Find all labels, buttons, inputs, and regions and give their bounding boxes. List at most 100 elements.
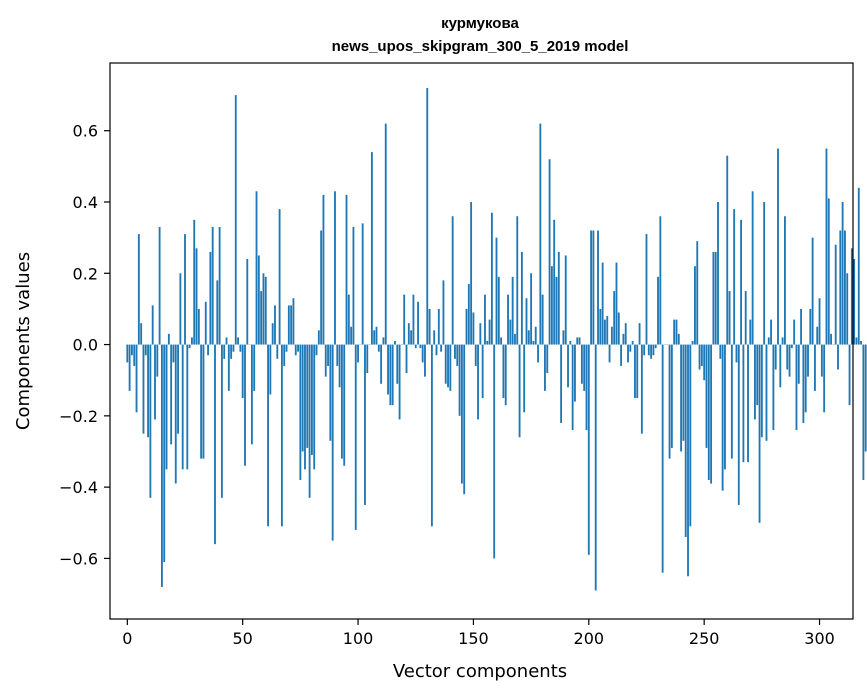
bar-157 [488, 319, 491, 345]
bar-135 [437, 308, 440, 345]
bar-97 [350, 326, 353, 345]
bar-287 [788, 344, 791, 377]
bar-72 [292, 298, 295, 345]
bar-series [126, 87, 867, 591]
bar-3 [133, 344, 136, 366]
bar-8 [144, 344, 147, 356]
bar-144 [458, 344, 461, 416]
bar-118 [398, 344, 401, 420]
bar-51 [244, 344, 246, 466]
bar-26 [186, 344, 189, 470]
bar-192 [569, 341, 572, 345]
bar-180 [541, 294, 544, 345]
bar-10 [149, 344, 152, 498]
bar-206 [601, 262, 604, 345]
bar-280 [772, 344, 775, 431]
bar-179 [539, 123, 542, 345]
bar-11 [151, 305, 154, 345]
bar-113 [387, 344, 389, 395]
bar-82 [315, 344, 318, 356]
bar-68 [283, 344, 286, 366]
bar-152 [477, 344, 479, 420]
bar-279 [770, 319, 773, 345]
bar-65 [276, 344, 279, 359]
bar-129 [424, 344, 426, 377]
bar-254 [712, 251, 715, 345]
bar-85 [322, 194, 325, 345]
bar-122 [407, 323, 410, 345]
bar-143 [456, 344, 459, 366]
bar-244 [689, 344, 692, 527]
bar-209 [608, 344, 611, 363]
bar-139 [447, 344, 449, 388]
x-tick-label: 0 [122, 629, 132, 648]
bar-246 [694, 266, 696, 345]
bar-278 [767, 337, 770, 345]
bar-123 [410, 330, 413, 345]
bar-23 [179, 273, 182, 345]
bar-1 [128, 344, 131, 391]
bar-316 [855, 337, 858, 345]
bar-175 [530, 273, 533, 345]
bar-57 [257, 255, 260, 345]
bar-102 [361, 223, 364, 345]
bar-232 [661, 344, 664, 573]
bar-207 [604, 319, 606, 345]
y-tick-label: 0.2 [73, 264, 98, 283]
bar-304 [827, 198, 830, 345]
bar-241 [682, 344, 685, 441]
bar-107 [373, 330, 376, 345]
bar-264 [735, 344, 738, 363]
bar-66 [278, 209, 281, 345]
bar-229 [654, 344, 657, 349]
x-tick-label: 300 [804, 629, 835, 648]
bar-197 [580, 344, 583, 384]
bar-310 [841, 202, 844, 345]
bar-90 [334, 191, 336, 345]
bar-236 [670, 344, 673, 448]
bar-216 [624, 323, 627, 345]
bar-199 [585, 344, 588, 431]
bar-49 [239, 344, 242, 352]
bar-274 [758, 344, 761, 523]
bar-309 [839, 230, 842, 345]
bar-184 [550, 266, 553, 345]
bar-188 [560, 344, 563, 423]
bar-191 [567, 344, 569, 388]
bar-212 [615, 262, 618, 345]
bar-221 [636, 344, 639, 399]
bar-52 [246, 259, 249, 345]
bar-227 [650, 344, 653, 359]
x-tick-label: 250 [689, 629, 720, 648]
bar-301 [820, 344, 823, 377]
bar-156 [486, 341, 489, 345]
bar-16 [163, 344, 166, 562]
chart-title-line-2: news_upos_skipgram_300_5_2019 model [332, 38, 629, 55]
chart-title-line-1: курмукова [441, 15, 519, 32]
bar-32 [200, 344, 203, 459]
bar-141 [451, 216, 454, 345]
bar-130 [426, 87, 429, 345]
bar-77 [304, 344, 306, 470]
bar-200 [587, 344, 590, 555]
bar-69 [285, 344, 288, 352]
bar-198 [583, 344, 586, 391]
bar-315 [853, 259, 856, 345]
bar-146 [463, 344, 466, 495]
bar-228 [652, 344, 655, 356]
bar-30 [195, 248, 198, 345]
bar-50 [241, 344, 244, 399]
bar-147 [465, 308, 468, 345]
bar-163 [502, 344, 505, 399]
y-tick-label: 0.4 [73, 193, 98, 212]
bar-28 [190, 337, 193, 345]
bar-60 [264, 276, 267, 345]
bar-58 [260, 291, 263, 345]
bar-219 [631, 341, 634, 345]
bar-257 [719, 344, 722, 359]
bar-320 [864, 344, 867, 452]
bar-84 [320, 230, 323, 345]
bar-150 [472, 312, 475, 345]
bar-308 [837, 344, 839, 370]
bar-115 [391, 344, 394, 406]
